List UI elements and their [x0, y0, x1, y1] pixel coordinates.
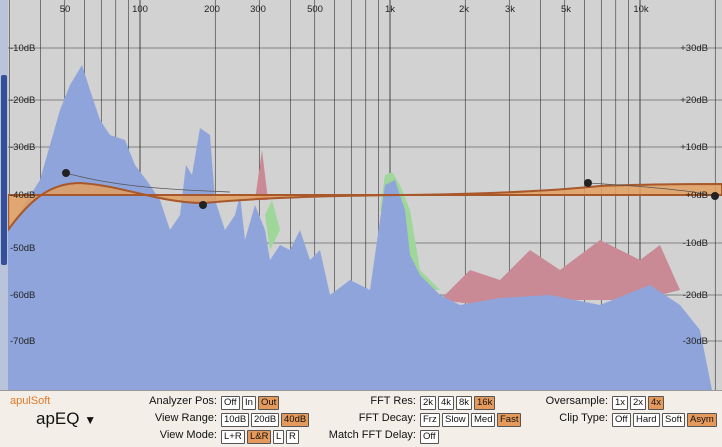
- control-label: FFT Decay:: [358, 412, 416, 424]
- spectrum-red: [255, 150, 680, 305]
- left-db-label: -70dB: [10, 336, 35, 347]
- eq-handle-lines: [65, 172, 716, 197]
- option-button[interactable]: 8k: [456, 396, 473, 410]
- right-db-label: +30dB: [680, 43, 708, 54]
- option-button[interactable]: 4k: [438, 396, 455, 410]
- left-db-label: -20dB: [10, 95, 35, 106]
- option-button[interactable]: Off: [612, 413, 631, 427]
- option-button[interactable]: L&R: [247, 430, 272, 444]
- spectrum: [8, 65, 712, 390]
- frequency-label: 100: [132, 4, 148, 15]
- right-db-label: -30dB: [683, 336, 708, 347]
- brand: apulSoft: [10, 395, 51, 407]
- left-db-label: -10dB: [10, 43, 35, 54]
- option-button[interactable]: Fast: [497, 413, 522, 427]
- eq-node[interactable]: [199, 201, 207, 209]
- option-button[interactable]: L: [273, 430, 285, 444]
- option-button[interactable]: 2k: [420, 396, 437, 410]
- option-button[interactable]: Med: [471, 413, 496, 427]
- control-label: View Mode:: [159, 429, 217, 441]
- frequency-label: 200: [204, 4, 220, 15]
- left-db-label: -30dB: [10, 142, 35, 153]
- frequency-label: 50: [60, 4, 71, 15]
- control-panel: apulSoft apEQ ▼ Analyzer Pos: Off In Out Vie…: [0, 390, 722, 447]
- frequency-label: 3k: [505, 4, 515, 15]
- right-db-label: +10dB: [680, 142, 708, 153]
- option-button[interactable]: L+R: [221, 430, 245, 444]
- right-db-label: +0dB: [686, 190, 708, 201]
- control-label: Oversample:: [545, 395, 608, 407]
- right-db-label: -10dB: [683, 238, 708, 249]
- left-db-label: -40dB: [10, 190, 35, 201]
- option-button[interactable]: Frz: [420, 413, 440, 427]
- option-button[interactable]: 10dB: [221, 413, 250, 427]
- right-db-label: -20dB: [683, 290, 708, 301]
- control-label: FFT Res:: [370, 395, 416, 407]
- right-db-label: +20dB: [680, 95, 708, 106]
- option-button[interactable]: Slow: [442, 413, 469, 427]
- product-menu[interactable]: apEQ ▼: [36, 409, 97, 428]
- analyzer-plot: 50 100 200 300 500 1k 2k 3k 5k 10k -10dB -20dB -30dB…: [0, 0, 722, 390]
- option-button[interactable]: 16k: [474, 396, 496, 410]
- left-db-label: -60dB: [10, 290, 35, 301]
- option-button[interactable]: In: [242, 396, 256, 410]
- control-label: Clip Type:: [559, 412, 608, 424]
- option-button[interactable]: 40dB: [281, 413, 310, 427]
- option-button[interactable]: Soft: [662, 413, 685, 427]
- option-button[interactable]: 1x: [612, 396, 629, 410]
- control-label: View Range:: [154, 412, 217, 424]
- option-button[interactable]: Off: [420, 430, 439, 444]
- frequency-label: 300: [250, 4, 266, 15]
- frequency-label: 1k: [385, 4, 395, 15]
- eq-node[interactable]: [584, 179, 592, 187]
- scrollbar-thumb[interactable]: [1, 75, 7, 265]
- product-name[interactable]: apEQ: [36, 409, 80, 428]
- eq-node[interactable]: [62, 169, 70, 177]
- control-label: Match FFT Delay:: [328, 429, 416, 441]
- frequency-label: 500: [307, 4, 323, 15]
- option-button[interactable]: Asym: [687, 413, 717, 427]
- frequency-label: 2k: [459, 4, 469, 15]
- frequency-label: 5k: [561, 4, 571, 15]
- left-db-label: -50dB: [10, 243, 35, 254]
- option-button[interactable]: Hard: [633, 413, 660, 427]
- option-button[interactable]: Out: [258, 396, 280, 410]
- option-button[interactable]: 4x: [648, 396, 665, 410]
- option-button[interactable]: 20dB: [251, 413, 280, 427]
- option-button[interactable]: 2x: [630, 396, 647, 410]
- eq-node[interactable]: [711, 192, 719, 200]
- frequency-label: 10k: [633, 4, 649, 15]
- option-button[interactable]: Off: [221, 396, 240, 410]
- control-label: Analyzer Pos:: [149, 395, 217, 407]
- option-button[interactable]: R: [286, 430, 299, 444]
